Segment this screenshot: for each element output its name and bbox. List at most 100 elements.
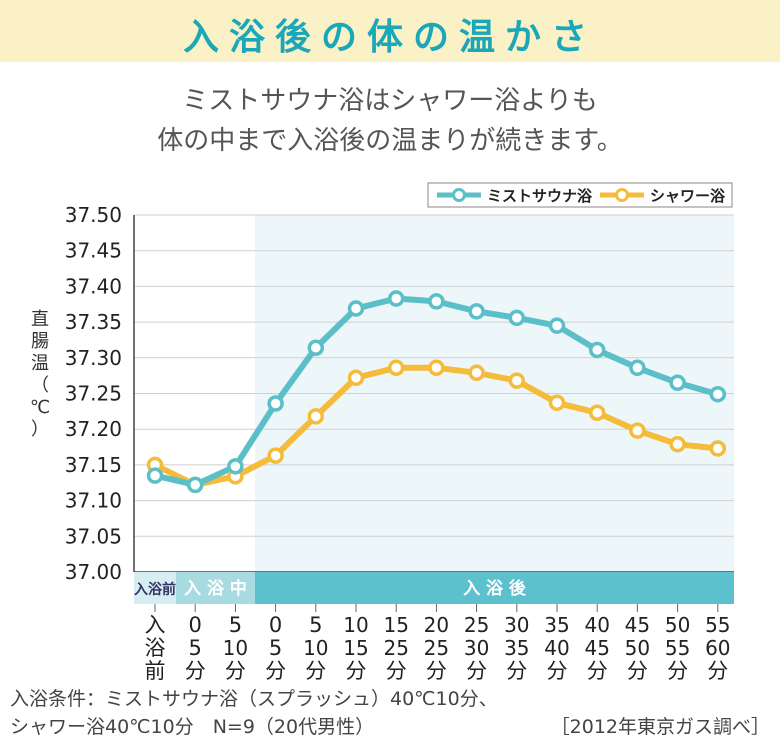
condition-note-line-2: シャワー浴40℃10分 N=9（20代男性） bbox=[10, 716, 375, 738]
subtitle-line-2: 体の中まで入浴後の温まりが続きます。 bbox=[157, 126, 623, 156]
x-tick-label: 15 bbox=[343, 636, 368, 660]
y-tick-label: 37.00 bbox=[65, 560, 122, 584]
x-tick-label: 55 bbox=[665, 636, 690, 660]
phase-band bbox=[134, 572, 176, 604]
x-tick-label: 40 bbox=[544, 636, 569, 660]
y-tick-label: 37.40 bbox=[65, 274, 122, 298]
x-tick-label: 分 bbox=[265, 659, 286, 683]
x-tick-label: 25 bbox=[383, 636, 408, 660]
data-point bbox=[709, 385, 727, 403]
x-tick-label: 5 bbox=[229, 613, 242, 637]
y-tick-label: 37.30 bbox=[65, 346, 122, 370]
legend-label: ミストサウナ浴 bbox=[487, 187, 593, 205]
legend-swatch-marker bbox=[615, 188, 629, 202]
data-point bbox=[588, 404, 606, 422]
y-tick-label: 37.50 bbox=[65, 203, 122, 227]
phase-band bbox=[176, 572, 255, 604]
data-point bbox=[267, 447, 284, 464]
x-tick-label: 50 bbox=[665, 613, 690, 637]
data-point bbox=[428, 359, 445, 377]
data-point bbox=[548, 317, 566, 334]
title-band bbox=[0, 0, 780, 62]
subtitle-line-1: ミストサウナ浴はシャワー浴よりも bbox=[182, 86, 598, 116]
x-tick-label: 5 bbox=[269, 636, 282, 660]
x-tick-label: 分 bbox=[627, 659, 648, 683]
y-tick-label: 37.20 bbox=[65, 417, 122, 441]
x-tick-label: 分 bbox=[547, 659, 568, 683]
phase-label: 入 浴 後 bbox=[463, 578, 527, 599]
x-tick-label: 35 bbox=[504, 636, 529, 660]
x-tick-label: 60 bbox=[705, 636, 730, 660]
data-point bbox=[669, 435, 686, 453]
x-tick-label: 30 bbox=[464, 636, 489, 660]
data-point bbox=[669, 374, 686, 392]
data-point bbox=[146, 467, 164, 484]
x-tick-label: 分 bbox=[506, 659, 527, 683]
data-point bbox=[709, 440, 727, 457]
x-tick-label: 10 bbox=[343, 613, 368, 637]
data-point bbox=[307, 339, 325, 357]
legend-label: シャワー浴 bbox=[650, 187, 726, 205]
x-tick-label: 分 bbox=[707, 659, 728, 683]
data-point bbox=[387, 290, 405, 307]
x-tick-label: 分 bbox=[305, 659, 326, 683]
x-tick-label: 分 bbox=[386, 659, 407, 683]
x-tick-label: 15 bbox=[383, 613, 408, 637]
y-tick-label: 37.10 bbox=[65, 489, 122, 513]
x-tick-label: 分 bbox=[466, 659, 487, 683]
x-tick-label: 30 bbox=[504, 613, 529, 637]
data-point bbox=[387, 359, 405, 377]
data-point bbox=[548, 394, 566, 412]
x-tick-label: 前 bbox=[145, 659, 166, 683]
x-tick-label: 25 bbox=[464, 613, 489, 637]
x-tick-label: 分 bbox=[587, 659, 608, 683]
y-axis-label-char: ℃ bbox=[30, 397, 50, 418]
y-tick-label: 37.45 bbox=[65, 239, 122, 263]
y-tick-label: 37.05 bbox=[65, 524, 122, 548]
page-title: 入浴後の体の温かさ bbox=[182, 17, 597, 58]
x-tick-label: 浴 bbox=[145, 636, 166, 660]
data-point bbox=[588, 341, 606, 359]
x-tick-label: 分 bbox=[185, 659, 206, 683]
data-point bbox=[508, 372, 526, 389]
data-point bbox=[629, 359, 646, 377]
y-axis-label-char: 直 bbox=[31, 309, 49, 330]
condition-note-line-1: 入浴条件：ミストサウナ浴（スプラッシュ）40℃10分、 bbox=[10, 688, 498, 710]
phase-label: 入 浴 中 bbox=[184, 578, 247, 599]
x-tick-label: 50 bbox=[625, 636, 650, 660]
y-axis-label-char: 温 bbox=[31, 353, 49, 374]
phase-band bbox=[255, 572, 734, 604]
x-tick-label: 分 bbox=[426, 659, 447, 683]
x-tick-label: 分 bbox=[225, 659, 246, 683]
y-tick-label: 37.25 bbox=[65, 382, 122, 406]
data-point bbox=[267, 395, 284, 412]
x-tick-label: 55 bbox=[705, 613, 730, 637]
data-point bbox=[227, 458, 244, 475]
x-tick-label: 40 bbox=[584, 613, 609, 637]
data-point bbox=[347, 300, 365, 317]
y-axis-label-char: ） bbox=[31, 419, 49, 440]
y-axis-label-char: （ bbox=[31, 375, 49, 396]
y-tick-label: 37.15 bbox=[65, 453, 122, 477]
data-point bbox=[508, 309, 526, 327]
x-tick-label: 5 bbox=[189, 636, 202, 660]
x-tick-label: 5 bbox=[309, 613, 322, 637]
y-axis-label-char: 腸 bbox=[31, 331, 49, 352]
data-point bbox=[347, 369, 365, 387]
phase-label: 入浴前 bbox=[134, 581, 176, 598]
x-tick-label: 20 bbox=[424, 613, 449, 637]
x-tick-label: 35 bbox=[544, 613, 569, 637]
x-tick-label: 45 bbox=[584, 636, 609, 660]
x-tick-label: 10 bbox=[223, 636, 248, 660]
x-tick-label: 分 bbox=[346, 659, 367, 683]
x-tick-label: 10 bbox=[303, 636, 328, 660]
x-tick-label: 25 bbox=[424, 636, 449, 660]
data-point bbox=[186, 476, 204, 494]
data-point bbox=[307, 408, 325, 425]
data-point bbox=[428, 293, 445, 310]
data-point bbox=[468, 303, 485, 320]
data-point bbox=[468, 364, 485, 382]
source-note: ［2012年東京ガス調べ］ bbox=[550, 716, 770, 738]
x-tick-label: 分 bbox=[667, 659, 688, 683]
